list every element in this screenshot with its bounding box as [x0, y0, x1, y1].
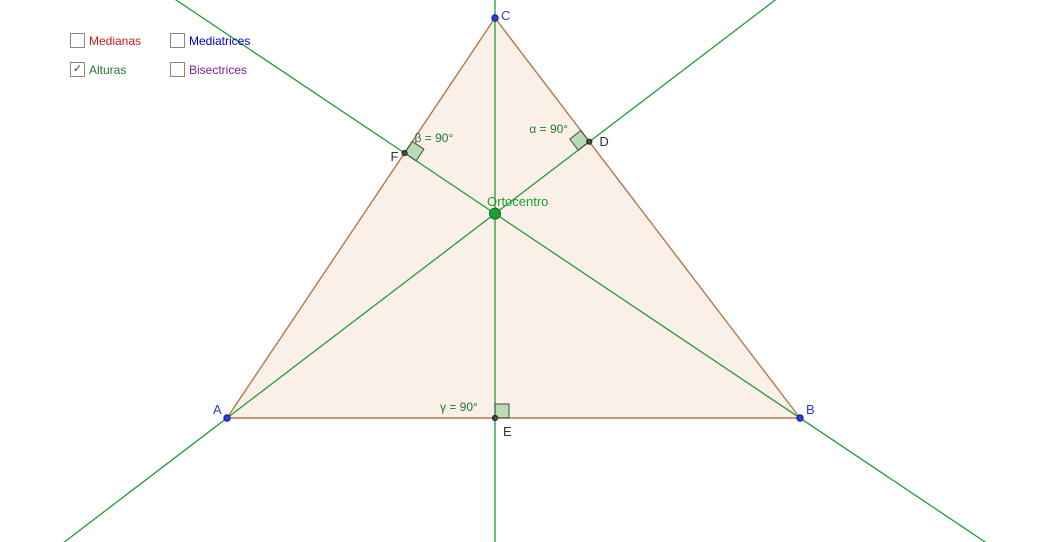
checkbox-label-alturas: Alturas	[89, 63, 126, 77]
checkbox-label-bisectrices: Bisectrices	[189, 63, 247, 77]
checkbox-box-medianas	[70, 33, 85, 48]
foot-label-e: E	[503, 424, 512, 439]
checkbox-box-bisectrices	[170, 62, 185, 77]
checkbox-label-mediatrices: Mediatrices	[189, 34, 250, 48]
checkbox-box-mediatrices	[170, 33, 185, 48]
angle-label-beta: β = 90°	[415, 131, 454, 145]
vertex-label-b: B	[806, 402, 815, 417]
geometry-scene	[0, 0, 1039, 542]
vertex-label-a: A	[213, 402, 222, 417]
angle-label-gamma: γ = 90°	[440, 400, 478, 414]
foot-label-d: D	[599, 134, 608, 149]
checkbox-alturas[interactable]: ✓ Alturas	[70, 62, 126, 77]
orthocenter-label: Ortocentro	[487, 194, 548, 209]
checkbox-box-alturas: ✓	[70, 62, 85, 77]
checkbox-bisectrices[interactable]: Bisectrices	[170, 62, 247, 77]
checkbox-label-medianas: Medianas	[89, 34, 141, 48]
checkbox-medianas[interactable]: Medianas	[70, 33, 141, 48]
checkbox-mediatrices[interactable]: Mediatrices	[170, 33, 250, 48]
vertex-label-c: C	[501, 8, 510, 23]
foot-label-f: F	[391, 149, 399, 164]
angle-label-alpha: α = 90°	[529, 122, 568, 136]
